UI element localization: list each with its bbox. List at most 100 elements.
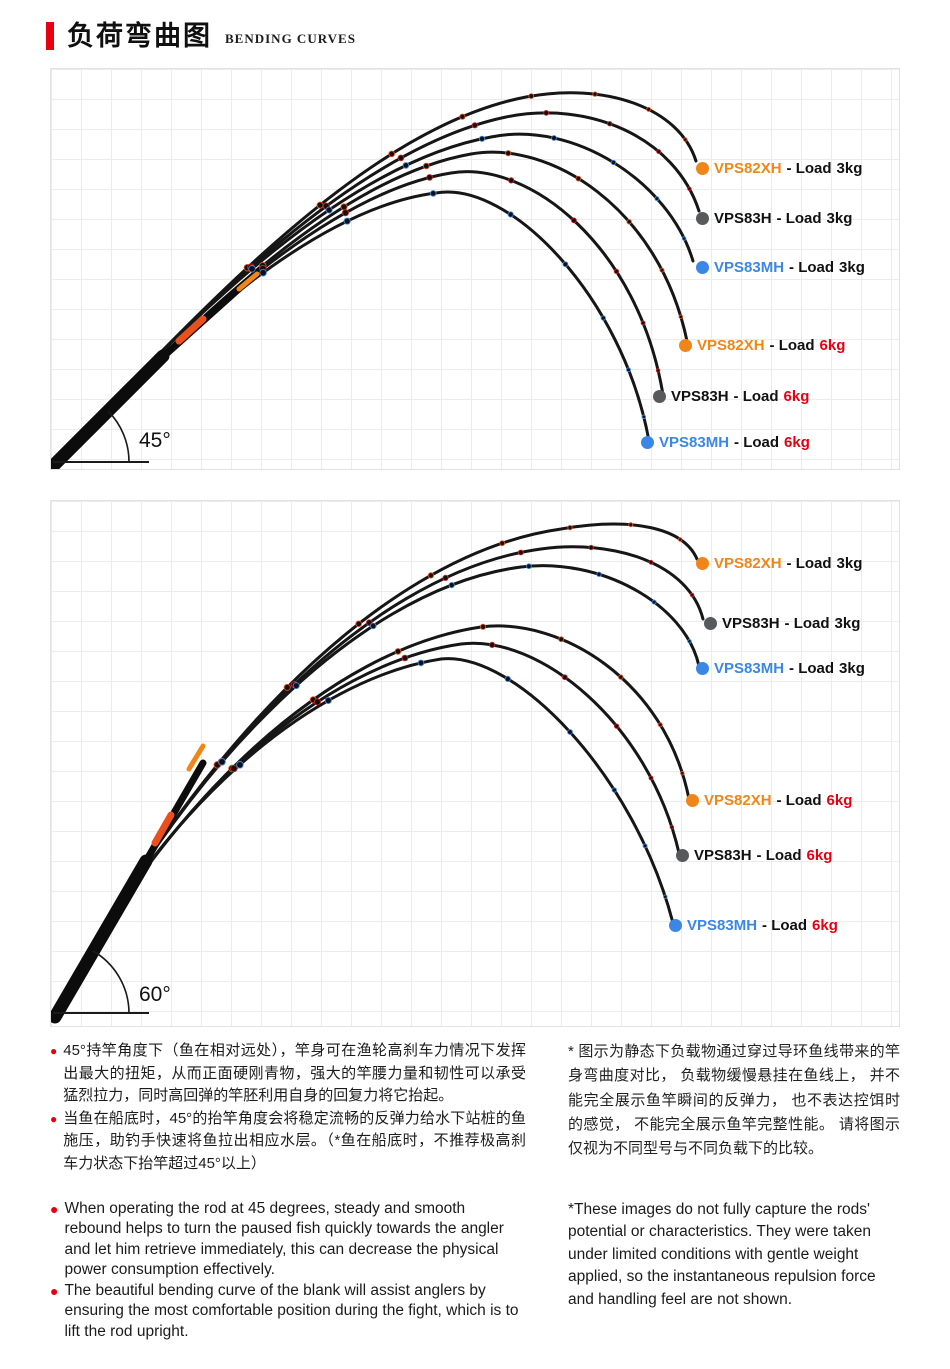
legend-item: VPS82XH - Load 3kg <box>696 553 862 573</box>
cn-bullet-1: ● 45°持竿角度下（鱼在相对远处），竿身可在渔轮高刹车力情况下发挥出最大的扭矩… <box>50 1040 526 1108</box>
rod-guide-ring <box>324 696 332 705</box>
notes-section: ● 45°持竿角度下（鱼在相对远处），竿身可在渔轮高刹车力情况下发挥出最大的扭矩… <box>50 1040 900 1342</box>
rod-guide-ring <box>517 549 524 556</box>
bending-chart-45: 45° VPS82XH - Load 3kg VPS83H - Load 3kg… <box>50 68 900 470</box>
rod-guide-ring <box>655 368 661 373</box>
legend-dot <box>704 616 717 630</box>
legend-load-value: 3kg <box>834 614 861 632</box>
rod-guide-ring <box>588 544 594 551</box>
rod-guide-ring <box>429 190 437 197</box>
rod-guide-ring <box>561 674 568 681</box>
bullet-icon: ● <box>50 1282 59 1299</box>
legend-dot <box>696 260 709 274</box>
rod-guide-ring <box>657 722 663 728</box>
legend-load-value: 3kg <box>836 554 863 572</box>
legend-dot <box>696 661 709 675</box>
legend-item: VPS83MH - Load 3kg <box>696 658 865 678</box>
rod-guide-ring <box>687 186 692 192</box>
legend-dot <box>679 338 692 352</box>
legend-load-value: 6kg <box>812 916 838 934</box>
rod-wrap-decal <box>175 315 207 345</box>
legend-model: VPS83H <box>722 614 780 632</box>
legend-item: VPS83H - Load 3kg <box>704 613 860 633</box>
rod-guide-ring <box>478 135 486 142</box>
legend-load-value: 6kg <box>806 846 833 864</box>
rod-guide-ring <box>659 267 665 273</box>
rod-guide-ring <box>459 113 466 120</box>
rod-guide-ring <box>397 154 405 162</box>
legend-model: VPS82XH <box>697 336 765 354</box>
rod-guide-ring <box>499 540 506 547</box>
bullet-icon: ● <box>50 1044 58 1058</box>
legend-item: VPS83MH - Load 6kg <box>669 915 838 935</box>
cn-bullet-2-text: 当鱼在船底时，45°的抬竿角度会将稳定流畅的反弹力给水下站桩的鱼施压，助钓手快速… <box>63 1109 526 1172</box>
rod-guide-ring <box>654 196 660 202</box>
rod-guide-ring <box>313 698 321 706</box>
rod-guide-ring <box>236 761 244 769</box>
rod-wrap-decal <box>236 271 260 292</box>
legend-load-label: - Load <box>776 209 822 227</box>
legend-model: VPS83H <box>671 387 729 405</box>
legend-item: VPS83H - Load 6kg <box>653 386 809 406</box>
legend-model: VPS83MH <box>687 916 758 934</box>
rod-guide-ring <box>648 559 654 565</box>
cn-bullet-1-text: 45°持竿角度下（鱼在相对远处），竿身可在渔轮高刹车力情况下发挥出最大的扭矩，从… <box>63 1042 526 1104</box>
rod-guide-ring <box>680 770 685 776</box>
rod-handle <box>51 349 170 469</box>
legend-model: VPS83MH <box>714 659 785 677</box>
rod-guide-ring <box>471 122 478 129</box>
legend-load-label: - Load <box>784 614 830 632</box>
rod-guide-ring <box>607 121 613 127</box>
page-title-en: BENDING CURVES <box>225 31 356 46</box>
rod-guide-ring <box>610 159 617 166</box>
rod-guide-ring <box>681 236 687 241</box>
rod-guide-ring <box>613 723 620 729</box>
legend-load-label: - Load <box>776 791 822 809</box>
legend-load-value: 3kg <box>839 659 865 677</box>
rod-guide-ring <box>448 582 455 589</box>
rod-guide-ring <box>402 162 410 169</box>
rod-guide-ring <box>442 574 449 581</box>
rod-guide-ring <box>508 177 515 184</box>
rod-guide-ring <box>343 217 351 225</box>
rod-guide-ring <box>325 206 333 214</box>
legend-load-label: - Load <box>769 336 815 354</box>
section-header: 负荷弯曲图 BENDING CURVES <box>46 20 356 52</box>
rod-guide-ring <box>427 572 434 579</box>
legend-model: VPS82XH <box>714 159 782 177</box>
legend-load-label: - Load <box>786 554 832 572</box>
rod-guide-ring <box>677 537 683 542</box>
rod-guide-ring <box>248 265 256 273</box>
angle-label: 45° <box>139 429 171 452</box>
rod-guide-ring <box>596 571 602 577</box>
rod-guide-ring <box>628 522 634 528</box>
legend-load-value: 6kg <box>826 791 853 809</box>
legend-model: VPS83H <box>714 209 772 227</box>
en-bullet-2-text: The beautiful bending curve of the blank… <box>64 1281 519 1340</box>
legend-model: VPS82XH <box>714 554 782 572</box>
rod-guide-ring <box>651 599 657 605</box>
page-title-cn: 负荷弯曲图 <box>67 21 212 51</box>
rod-guide-ring <box>618 674 624 680</box>
rod-guide-ring <box>401 654 409 662</box>
rod-guide-ring <box>558 636 565 643</box>
legend-load-label: - Load <box>789 258 835 276</box>
legend-load-label: - Load <box>762 916 808 934</box>
rod-wrap-decal <box>151 811 175 847</box>
rod-guide-ring <box>504 675 511 682</box>
rod-guide-ring <box>567 729 573 735</box>
rod-guide-ring <box>316 201 324 209</box>
legend-dot <box>641 435 654 449</box>
notes-row-en: ● When operating the rod at 45 degrees, … <box>50 1199 900 1342</box>
bending-chart-60: 60° VPS82XH - Load 3kg VPS83H - Load 3kg… <box>50 500 900 1027</box>
rod-guide-ring <box>646 106 652 112</box>
rod-wrap-decal <box>186 743 206 772</box>
legend-dot <box>669 918 682 932</box>
rod-guide-ring <box>526 563 532 570</box>
legend-dot <box>676 848 689 862</box>
rod-guide-ring <box>562 261 569 268</box>
rod-guide-ring <box>689 592 695 598</box>
rod-guide-ring <box>283 683 291 691</box>
legend-item: VPS83MH - Load 3kg <box>696 257 865 277</box>
rod-guide-ring <box>592 91 598 97</box>
